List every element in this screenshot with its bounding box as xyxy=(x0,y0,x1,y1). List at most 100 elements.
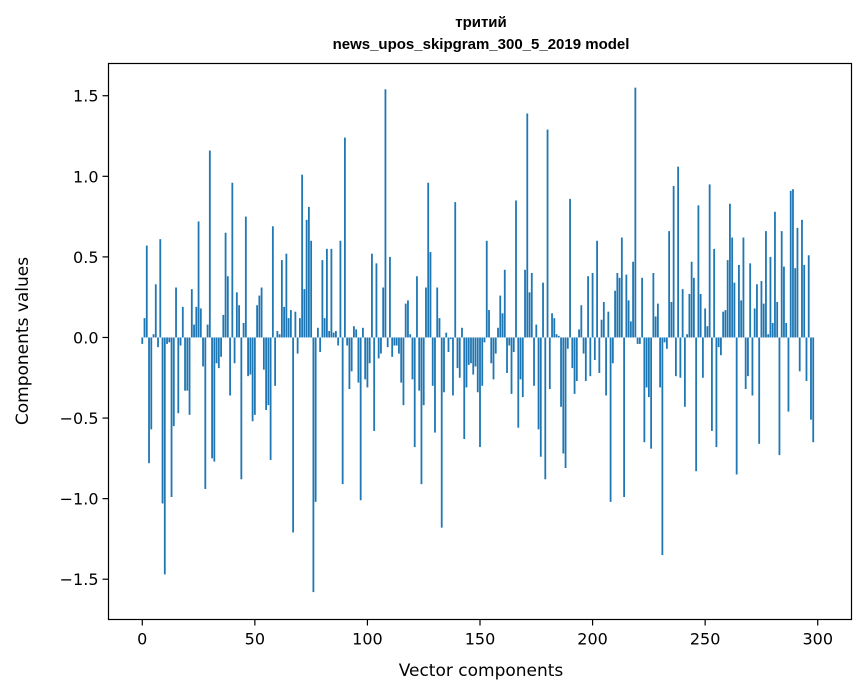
bar-253 xyxy=(711,337,713,431)
bar-71 xyxy=(301,174,304,338)
bar-168 xyxy=(519,337,522,380)
bar-271 xyxy=(751,337,754,396)
bar-208 xyxy=(609,337,612,502)
bar-69 xyxy=(296,337,299,354)
bar-143 xyxy=(463,337,466,439)
bar-38 xyxy=(226,276,229,338)
bar-278 xyxy=(767,334,770,338)
chart-subtitle: news_upos_skipgram_300_5_2019 model xyxy=(333,36,630,53)
bar-224 xyxy=(645,337,648,388)
bar-189 xyxy=(566,337,569,349)
bar-92 xyxy=(348,337,351,390)
bar-292 xyxy=(798,337,801,372)
bar-186 xyxy=(560,337,562,407)
bar-274 xyxy=(758,337,761,444)
bar-80 xyxy=(321,260,324,338)
bar-298 xyxy=(812,337,815,443)
bar-44 xyxy=(240,337,243,480)
bar-192 xyxy=(573,337,576,394)
bar-248 xyxy=(699,293,702,338)
bar-120 xyxy=(411,337,414,380)
bar-267 xyxy=(742,237,745,338)
bar-37 xyxy=(224,232,227,338)
bar-63 xyxy=(283,306,286,338)
bar-151 xyxy=(481,337,484,386)
bar-127 xyxy=(427,182,430,338)
bar-164 xyxy=(510,337,513,394)
bar-81 xyxy=(323,318,326,338)
bar-65 xyxy=(287,318,290,338)
bar-195 xyxy=(580,305,583,338)
bar-220 xyxy=(636,337,639,344)
bar-74 xyxy=(307,206,310,338)
bar-203 xyxy=(598,337,601,373)
bar-277 xyxy=(765,231,767,338)
bar-137 xyxy=(449,337,452,340)
bar-283 xyxy=(778,337,781,456)
bar-75 xyxy=(310,240,313,338)
bar-108 xyxy=(384,89,387,338)
x-tick-label: 100 xyxy=(352,630,383,649)
bar-216 xyxy=(627,300,630,338)
bar-294 xyxy=(803,264,806,338)
bar-178 xyxy=(542,282,544,338)
bar-221 xyxy=(638,337,641,344)
bar-16 xyxy=(177,337,180,414)
bar-17 xyxy=(179,337,182,346)
bar-50 xyxy=(253,337,256,415)
bar-138 xyxy=(452,337,454,396)
y-axis: −1.5 −1.0 −0.5 0.0 0.5 1.0 1.5 xyxy=(60,87,109,589)
bar-116 xyxy=(402,337,405,406)
bar-259 xyxy=(724,310,727,338)
bar-35 xyxy=(220,337,222,357)
bar-242 xyxy=(686,334,689,338)
x-tick-label: 0 xyxy=(137,630,147,649)
bar-64 xyxy=(285,253,288,338)
bar-231 xyxy=(661,337,664,556)
bar-239 xyxy=(679,337,682,378)
bar-27 xyxy=(202,337,204,367)
bar-276 xyxy=(762,303,765,338)
bar-182 xyxy=(551,313,553,338)
bar-10 xyxy=(163,337,166,575)
bar-118 xyxy=(407,300,409,338)
bar-70 xyxy=(298,318,301,338)
bar-6 xyxy=(154,284,157,338)
y-axis-label: Components values xyxy=(13,257,33,425)
bar-104 xyxy=(375,263,378,338)
x-tick-label: 250 xyxy=(690,630,721,649)
bar-265 xyxy=(738,264,740,338)
bar-2 xyxy=(145,245,148,338)
bar-91 xyxy=(346,337,349,346)
bar-62 xyxy=(280,260,283,338)
bar-97 xyxy=(359,337,362,501)
bar-280 xyxy=(771,322,774,338)
bar-33 xyxy=(215,337,218,364)
bar-263 xyxy=(733,282,736,338)
bar-31 xyxy=(211,337,213,459)
bar-287 xyxy=(787,337,790,412)
bar-262 xyxy=(731,237,734,338)
bar-101 xyxy=(368,337,371,364)
bar-266 xyxy=(740,300,743,338)
bar-49 xyxy=(251,337,254,422)
bar-187 xyxy=(562,337,565,454)
bar-201 xyxy=(593,337,596,361)
bar-61 xyxy=(278,334,281,338)
x-axis-label: Vector components xyxy=(399,661,564,681)
bar-227 xyxy=(652,273,655,338)
bar-180 xyxy=(546,129,549,338)
bar-36 xyxy=(222,314,225,338)
bar-19 xyxy=(184,337,186,391)
bar-57 xyxy=(269,337,272,460)
bar-87 xyxy=(337,337,340,346)
bar-66 xyxy=(289,310,292,338)
bar-226 xyxy=(650,337,653,449)
bar-198 xyxy=(587,276,589,338)
bar-156 xyxy=(492,337,495,380)
bar-58 xyxy=(271,226,274,338)
bar-68 xyxy=(294,311,297,338)
bar-223 xyxy=(643,337,646,443)
bar-122 xyxy=(416,276,418,338)
bar-110 xyxy=(389,256,391,338)
